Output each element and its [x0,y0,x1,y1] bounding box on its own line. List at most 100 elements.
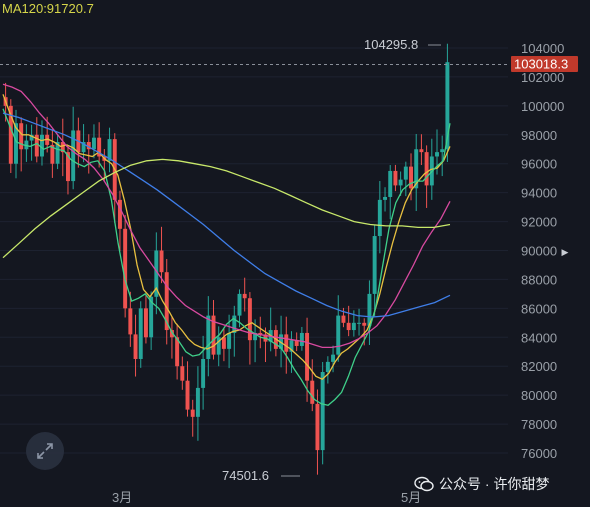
candle-body [71,130,76,182]
candle-body [65,152,70,182]
candle-body [40,134,44,157]
candle-body [24,140,29,150]
y-tick-label: 84000 [521,330,557,345]
candle-body [232,315,237,333]
candle-body [8,105,13,164]
candle-body [60,142,65,153]
ma-line [2,158,451,259]
watermark: 公众号 · 许你甜梦 [414,474,549,494]
candle-body [445,62,450,150]
candle-body [185,380,190,410]
time-axis: 3月 5月 [112,490,421,505]
y-tick-label: 82000 [521,359,557,374]
chart-gridlines [0,47,508,454]
candle-body [372,236,377,294]
candle-body [419,149,424,153]
y-tick-label: 78000 [521,417,557,432]
x-tick-label: 5月 [401,490,421,505]
candle-body [138,308,143,359]
candle-body [216,337,221,355]
y-tick-label: 96000 [521,157,557,172]
ma120-indicator-label: MA120:91720.7 [2,1,94,16]
candle-body [362,322,367,326]
watermark-text: 公众号 · 许你甜梦 [439,476,550,492]
candle-body [325,361,330,372]
y-tick-label: 80000 [521,388,557,403]
x-tick-label: 3月 [112,490,132,505]
y-tick-label: 102000 [521,70,564,85]
moving-average-lines [2,83,451,407]
candle-body [86,142,91,150]
candle-body [133,334,138,359]
candle-body [201,358,206,388]
candle-body [128,308,133,335]
ma-line [2,108,451,407]
y-tick-label: 76000 [521,446,557,461]
candle-body [279,334,284,349]
candle-body [180,366,185,381]
candle-body [221,337,226,349]
candle-body [237,293,242,316]
candle-body [367,293,372,326]
candle-body [242,293,247,299]
low-marker-label: 74501.6 [222,468,269,483]
candle-body [175,337,180,367]
last-price-label: 103018.3 [514,57,568,72]
candle-body [55,142,60,164]
y-tick-label: 94000 [521,186,557,201]
candle-body [159,250,164,273]
candle-body [357,322,362,324]
candle-body [143,308,148,338]
candle-body [388,170,393,197]
last-price-tag [511,56,578,72]
y-tick-label: 86000 [521,301,557,316]
candle-body [50,144,55,164]
candle-body [14,123,18,164]
candle-body [393,170,398,186]
candle-body [206,315,211,359]
candle-body [29,134,34,141]
candle-body [315,403,320,451]
candle-body [81,142,86,153]
candle-body [403,166,408,180]
candle-body [409,166,413,189]
candle-body [414,149,419,189]
candle-body [346,322,351,331]
y-tick-label: 98000 [521,128,557,143]
candle-body [149,296,154,338]
candle-body [34,134,39,157]
price-axis: 76000 78000 80000 82000 84000 86000 88000 90000… [521,41,564,461]
candle-body [227,332,232,349]
ma-line [2,83,451,349]
y-tick-label: 100000 [521,99,564,114]
expand-icon [37,443,53,459]
candle-body [351,322,356,331]
candle-body [336,315,341,355]
candle-body [253,332,258,341]
y-tick-label: 92000 [521,215,557,230]
ma-line [2,112,451,318]
triangle-right-icon[interactable]: ▶ [561,247,569,257]
candle-body [247,298,252,341]
candle-body [320,372,325,451]
candle-body [154,250,159,297]
candle-body [211,315,216,355]
candle-body [190,409,195,417]
candle-body [19,123,24,150]
candle-body [424,152,429,186]
candle-body [398,179,403,186]
candle-body [440,149,445,153]
wechat-icon [414,476,434,492]
high-marker-label: 104295.8 [364,37,418,52]
candle-body [341,315,346,323]
y-tick-label: 88000 [521,272,557,287]
candle-body [258,332,263,335]
candle-body [331,354,336,362]
candle-body [164,272,169,331]
candle-body [299,332,304,346]
candle-body [91,137,96,150]
fullscreen-button[interactable] [26,432,64,470]
candle-body [169,330,174,338]
